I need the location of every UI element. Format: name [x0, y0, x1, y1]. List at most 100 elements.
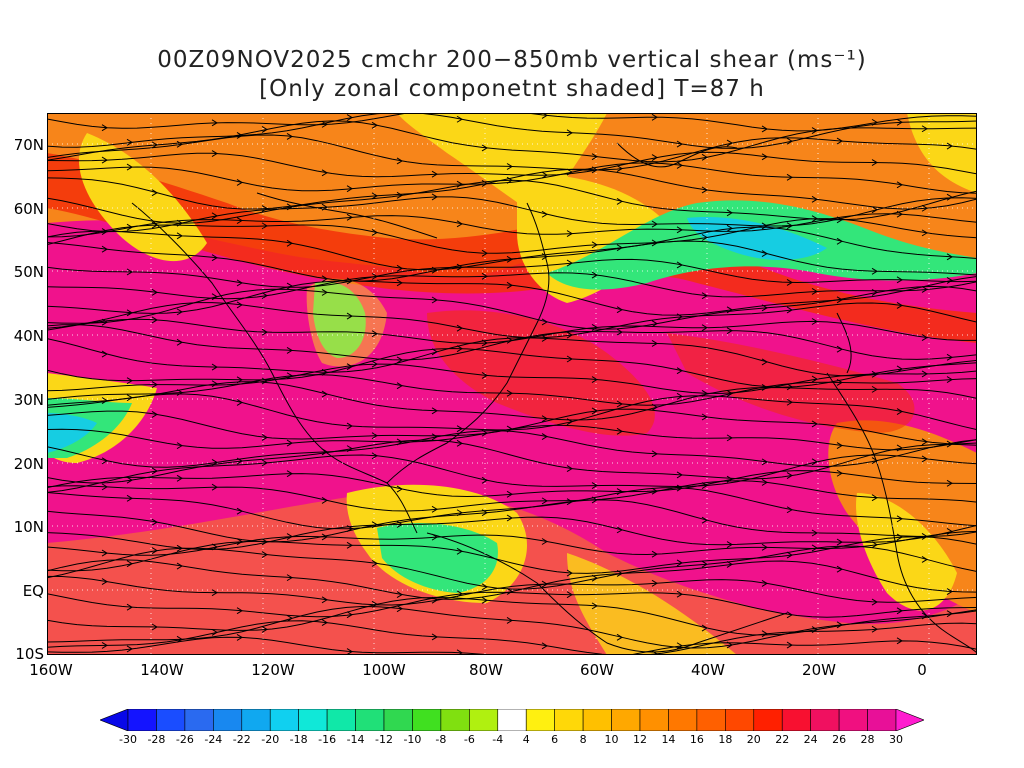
- colorbar-cell: [156, 709, 186, 731]
- streamline: [47, 545, 977, 590]
- streamline-arrow: [126, 138, 133, 146]
- streamline-arrow: [651, 579, 658, 587]
- streamline-arrow: [176, 442, 183, 450]
- lon-label-120w: 120W: [251, 661, 295, 679]
- streamline-arrow: [836, 442, 843, 449]
- streamline-arrow: [946, 142, 953, 150]
- streamline-arrow: [101, 641, 108, 649]
- streamline-arrow: [541, 642, 548, 650]
- colorbar-tick-label: -30: [119, 733, 137, 746]
- streamline-arrow: [151, 623, 158, 631]
- colorbar-tick-label: -28: [147, 733, 166, 746]
- streamline-arrow: [651, 320, 658, 328]
- streamline-arrow: [616, 570, 623, 577]
- colorbar-cell: [440, 709, 470, 731]
- streamline-arrow: [701, 560, 708, 568]
- colorbar-tick-label: 10: [604, 733, 619, 746]
- streamline-arrow: [811, 127, 818, 134]
- streamline-arrow: [701, 413, 708, 421]
- lon-label-100w: 100W: [362, 661, 406, 679]
- streamline-arrow: [346, 185, 353, 193]
- streamline-arrow: [726, 209, 733, 217]
- streamline: [47, 258, 977, 288]
- streamline-arrow: [456, 180, 463, 188]
- streamline-arrow: [236, 457, 243, 465]
- shade-red-east: [667, 333, 915, 433]
- streamline-arrow: [431, 633, 438, 641]
- streamline-arrow: [726, 434, 733, 442]
- streamline-arrow: [176, 562, 183, 570]
- streamline-arrow: [651, 113, 658, 121]
- streamline-arrow: [211, 150, 218, 157]
- streamline-arrow: [286, 282, 293, 290]
- streamline-arrow: [871, 289, 878, 296]
- streamline-arrow: [481, 509, 488, 517]
- streamline-arrow: [371, 330, 378, 338]
- streamline-arrow: [871, 598, 878, 606]
- shade-yellow-nw: [78, 133, 207, 262]
- streamline-arrow: [616, 488, 623, 495]
- streamline-arrow: [616, 427, 623, 435]
- lon-label-80w: 80W: [469, 661, 503, 679]
- streamline-arrow: [456, 590, 463, 598]
- streamline-arrow: [591, 482, 598, 489]
- streamline-arrow: [676, 162, 683, 169]
- streamline-arrow: [591, 153, 598, 161]
- lat-label-30n: 30N: [13, 391, 44, 409]
- streamline-arrow: [761, 222, 768, 230]
- colorbar-cell: [497, 709, 527, 731]
- colorbar-tick-label: 4: [522, 733, 530, 746]
- streamline-arrow: [761, 458, 768, 466]
- streamline-arrow: [701, 324, 708, 332]
- streamline-arrow: [701, 153, 708, 161]
- streamline-arrow: [676, 642, 683, 650]
- streamline-arrow: [541, 497, 548, 505]
- streamline-arrow: [541, 580, 548, 588]
- streamline-arrow: [371, 452, 378, 460]
- colorbar-tick-label: -8: [435, 733, 447, 746]
- streamline-arrow: [151, 547, 158, 554]
- streamline-arrow: [921, 229, 928, 237]
- colorbar-cell: [127, 709, 157, 731]
- streamline-arrow: [946, 193, 953, 201]
- streamline-arrow: [946, 277, 953, 284]
- streamline-arrow: [261, 434, 268, 441]
- streamline-arrow: [261, 328, 268, 336]
- colorbar-cell: [554, 709, 584, 731]
- streamline-arrow: [431, 533, 438, 541]
- colorbar-cell: [611, 709, 641, 731]
- lon-label-160w: 160W: [29, 661, 73, 679]
- streamline-arrow: [946, 479, 953, 487]
- streamline-arrow: [726, 390, 733, 397]
- streamline-arrow: [896, 302, 903, 309]
- streamline-arrow: [261, 377, 268, 385]
- streamline-arrow: [946, 588, 953, 595]
- streamline: [47, 530, 977, 556]
- streamline-arrow: [836, 137, 843, 145]
- streamline-arrow: [836, 565, 843, 573]
- lat-label-50n: 50N: [13, 263, 44, 281]
- lat-label-20n: 20N: [13, 455, 44, 473]
- streamline: [47, 218, 977, 254]
- streamline-arrow: [261, 292, 268, 300]
- streamline-arrow: [506, 163, 513, 170]
- streamline-arrow: [786, 137, 793, 145]
- streamline-arrow: [676, 367, 683, 375]
- streamline-arrow: [566, 569, 573, 577]
- streamline-arrow: [101, 350, 108, 358]
- streamline-arrow: [126, 494, 133, 502]
- lon-label-40w: 40W: [691, 661, 725, 679]
- colorbar-cell: [867, 709, 897, 731]
- streamline: [47, 162, 977, 194]
- streamline-arrow: [211, 628, 218, 636]
- colorbar-tick-label: 22: [775, 733, 790, 746]
- streamline-arrow: [541, 318, 548, 326]
- streamline-arrow: [506, 490, 513, 498]
- streamline-arrow: [101, 397, 108, 405]
- streamline-arrow: [701, 234, 708, 241]
- colorbar-tick-label: 24: [803, 733, 818, 746]
- streamline-arrow: [761, 630, 768, 638]
- streamline: [47, 487, 977, 530]
- streamline-arrow: [761, 579, 768, 587]
- streamline-arrow: [396, 157, 403, 165]
